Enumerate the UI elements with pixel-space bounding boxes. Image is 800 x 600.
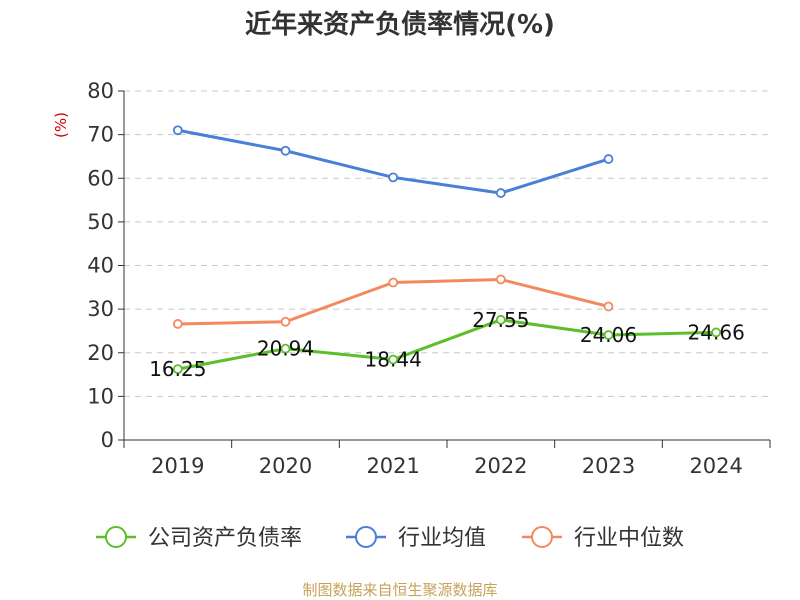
data-point — [603, 154, 614, 164]
data-point — [172, 364, 183, 375]
source-note: 制图数据来自恒生聚源数据库 — [302, 581, 497, 599]
data-label: 24.66 — [688, 320, 745, 344]
x-axis-ticks: 2019 2020 2021 2022 2023 2024 — [123, 440, 771, 478]
data-point — [495, 188, 506, 198]
legend-marker — [531, 526, 553, 548]
data-point — [280, 145, 291, 156]
y-tick-label: 70 — [87, 123, 114, 147]
data-point — [388, 277, 399, 288]
data-label: 18.44 — [365, 348, 422, 372]
x-tick-label: 2021 — [366, 454, 419, 478]
series-group — [172, 125, 722, 375]
series-line-0 — [177, 318, 717, 371]
data-point — [603, 330, 614, 340]
y-tick-label: 30 — [87, 297, 114, 321]
y-tick-label: 10 — [87, 384, 114, 408]
data-point — [495, 314, 506, 325]
grid-lines — [124, 90, 770, 397]
y-tick-label: 0 — [101, 428, 114, 452]
y-tick-label: 40 — [87, 254, 114, 278]
y-tick-label: 80 — [87, 79, 114, 103]
y-axis-unit-label: (%) — [52, 112, 70, 138]
y-tick-label: 50 — [87, 210, 114, 234]
data-point — [388, 172, 399, 183]
x-tick-label: 2019 — [151, 454, 204, 478]
data-label: 16.25 — [149, 357, 206, 381]
chart-title: 近年来资产负债率情况(%) — [245, 9, 555, 40]
data-point — [711, 327, 722, 338]
data-point — [280, 343, 291, 354]
y-tick-label: 60 — [87, 166, 114, 190]
x-tick-label: 2023 — [582, 454, 635, 478]
x-tick-label: 2020 — [259, 454, 312, 478]
data-point — [172, 125, 183, 136]
legend-label: 行业中位数 — [574, 526, 684, 551]
legend: 公司资产负债率 行业均值 行业中位数 — [96, 526, 684, 551]
data-point — [495, 274, 506, 285]
data-point — [280, 316, 291, 327]
legend-label: 公司资产负债率 — [148, 526, 302, 551]
data-label: 20.94 — [257, 337, 314, 361]
x-tick-label: 2022 — [474, 454, 527, 478]
legend-label: 行业均值 — [398, 526, 486, 551]
data-point — [388, 354, 399, 365]
y-tick-label: 20 — [87, 341, 114, 365]
y-axis-ticks: 0 10 20 30 40 50 60 70 80 — [87, 79, 124, 452]
data-label: 24.06 — [580, 323, 637, 347]
x-tick-label: 2024 — [689, 454, 742, 478]
data-point — [172, 319, 183, 329]
data-labels: 16.25 20.94 18.44 27.55 24.06 24.66 — [149, 308, 745, 381]
data-label: 27.55 — [472, 308, 529, 332]
legend-marker — [355, 526, 377, 548]
legend-marker — [105, 526, 127, 548]
data-point — [603, 301, 614, 312]
series-line-1 — [177, 128, 609, 195]
